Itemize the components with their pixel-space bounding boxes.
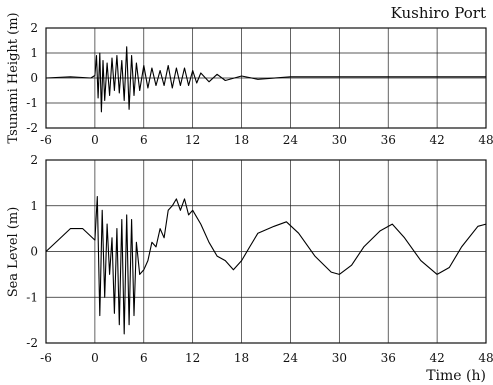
sealevel-x-tick-label: 0 (91, 351, 99, 365)
sea-level-panel: -6 0 6 12 18 24 30 36 42 48 2 1 0 -1 -2 (26, 153, 493, 365)
tsunami-x-tick-label: 30 (332, 133, 347, 147)
sealevel-x-tick-label: 24 (283, 351, 299, 365)
sealevel-y-tick-label: 1 (30, 199, 38, 213)
tsunami-y-tick-label: 0 (30, 71, 38, 85)
tsunami-y-tick-label: 2 (30, 21, 38, 35)
sealevel-x-tick-label: 42 (429, 351, 444, 365)
sealevel-x-tick-label: 12 (185, 351, 200, 365)
sealevel-x-tick-label: 30 (332, 351, 347, 365)
tsunami-height-axis-label: Tsunami Height (m) (6, 12, 21, 143)
sealevel-y-tick-label: 2 (30, 153, 38, 167)
sealevel-y-tick-label: 0 (30, 245, 38, 259)
chart-title: Kushiro Port (391, 4, 486, 22)
tsunami-height-panel: -6 0 6 12 18 24 30 36 42 48 2 1 0 -1 -2 (26, 21, 493, 147)
sealevel-y-tick-label: -1 (26, 290, 38, 304)
tsunami-series-line (45, 46, 486, 113)
tsunami-y-tick-label: 1 (30, 46, 38, 60)
sealevel-series-line (45, 196, 487, 335)
tsunami-x-tick-label: 6 (140, 133, 148, 147)
time-axis-label: Time (h) (426, 368, 486, 384)
tsunami-x-tick-label: 0 (91, 133, 99, 147)
sealevel-x-tick-label: 48 (478, 351, 493, 365)
tsunami-x-tick-label: 42 (429, 133, 444, 147)
tsunami-y-tick-label: -2 (26, 121, 38, 135)
tsunami-x-tick-label: 24 (283, 133, 299, 147)
sealevel-y-tick-label: -2 (26, 336, 38, 350)
tsunami-x-tick-label: -6 (40, 133, 52, 147)
tsunami-x-tick-label: 36 (381, 133, 396, 147)
tsunami-x-tick-label: 18 (234, 133, 249, 147)
sealevel-x-tick-label: 36 (381, 351, 396, 365)
sealevel-x-tick-label: 6 (140, 351, 148, 365)
tsunami-x-tick-label: 12 (185, 133, 200, 147)
sealevel-x-tick-label: -6 (40, 351, 52, 365)
sealevel-x-tick-label: 18 (234, 351, 249, 365)
tsunami-y-tick-label: -1 (26, 96, 38, 110)
tsunami-x-tick-label: 48 (478, 133, 493, 147)
sea-level-axis-label: Sea Level (m) (6, 207, 21, 298)
